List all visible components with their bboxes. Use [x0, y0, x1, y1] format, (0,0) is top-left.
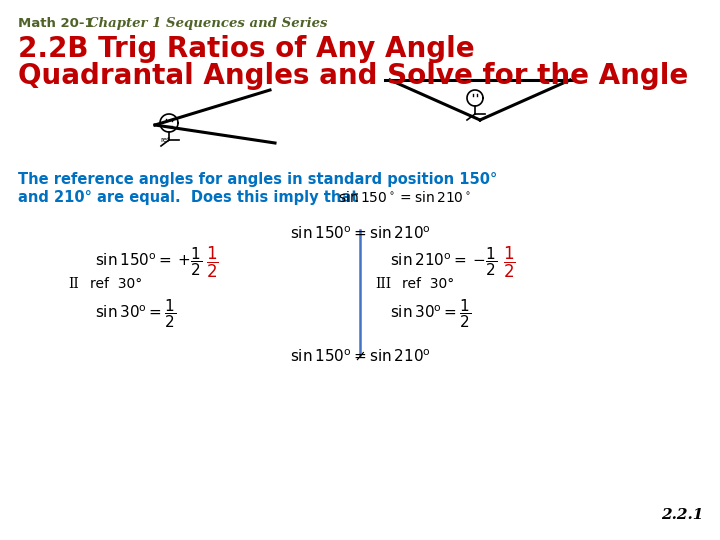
Text: ref  30°: ref 30°: [90, 277, 143, 291]
Text: $\mathrm{sin}\,30^\mathrm{o} = \dfrac{1}{2}$: $\mathrm{sin}\,30^\mathrm{o} = \dfrac{1}…: [95, 297, 176, 330]
Text: 2.2.1: 2.2.1: [661, 508, 703, 522]
Text: ref: ref: [161, 137, 170, 143]
Text: $\mathrm{sin}\,150^\circ = \mathrm{sin}\,210^\circ$: $\mathrm{sin}\,150^\circ = \mathrm{sin}\…: [338, 190, 471, 205]
Text: and 210° are equal.  Does this imply that: and 210° are equal. Does this imply that: [18, 190, 359, 205]
Text: $\mathrm{sin}\,150^\mathrm{o} = +\!\dfrac{1}{2}$: $\mathrm{sin}\,150^\mathrm{o} = +\!\dfra…: [95, 245, 202, 278]
Text: $\mathrm{sin}\,30^\mathrm{o} = \dfrac{1}{2}$: $\mathrm{sin}\,30^\mathrm{o} = \dfrac{1}…: [390, 297, 472, 330]
Text: 2.2B Trig Ratios of Any Angle: 2.2B Trig Ratios of Any Angle: [18, 35, 474, 63]
Text: Quadrantal Angles and Solve for the Angle: Quadrantal Angles and Solve for the Angl…: [18, 62, 688, 90]
Text: The reference angles for angles in standard position 150°: The reference angles for angles in stand…: [18, 172, 498, 187]
Text: $\mathrm{sin}\,210^\mathrm{o} = -\!\dfrac{1}{2}$: $\mathrm{sin}\,210^\mathrm{o} = -\!\dfra…: [390, 245, 498, 278]
Text: Chapter 1 Sequences and Series: Chapter 1 Sequences and Series: [88, 17, 328, 30]
Text: $\mathrm{sin}\,150^\mathrm{o} = \mathrm{sin}\,210^\mathrm{o}$: $\mathrm{sin}\,150^\mathrm{o} = \mathrm{…: [289, 225, 431, 241]
Text: $\dfrac{1}{2}$: $\dfrac{1}{2}$: [206, 245, 219, 280]
Text: II: II: [68, 277, 78, 291]
Text: ref  30°: ref 30°: [402, 277, 454, 291]
Text: $\mathrm{sin}\,150^\mathrm{o} \neq \mathrm{sin}\,210^\mathrm{o}$: $\mathrm{sin}\,150^\mathrm{o} \neq \math…: [289, 348, 431, 364]
Text: Math 20-1: Math 20-1: [18, 17, 103, 30]
Text: $\dfrac{1}{2}$: $\dfrac{1}{2}$: [503, 245, 516, 280]
Text: III: III: [375, 277, 391, 291]
